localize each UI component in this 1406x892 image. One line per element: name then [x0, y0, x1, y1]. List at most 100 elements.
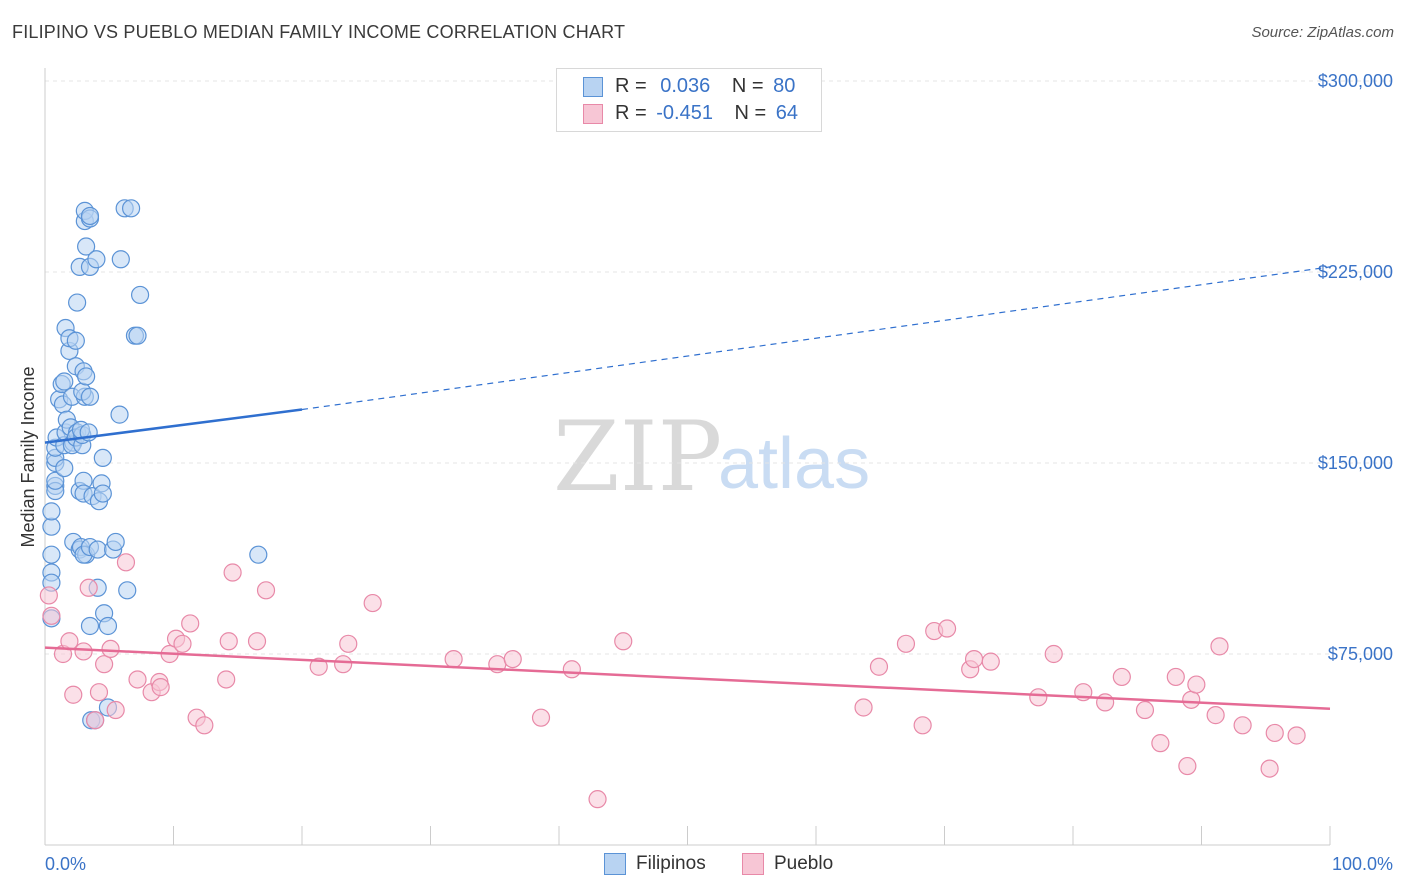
pueblo-point: [363, 593, 382, 613]
filipino-point: [118, 581, 137, 600]
pueblo-point: [562, 660, 581, 679]
pueblo-point: [1178, 756, 1197, 776]
y-tick-label: $300,000: [1318, 71, 1393, 91]
legend-n-label: N =: [731, 75, 764, 97]
pueblo-point: [964, 649, 984, 669]
chart-title: FILIPINO VS PUEBLO MEDIAN FAMILY INCOME …: [12, 22, 626, 42]
filipino-point: [249, 545, 268, 564]
pueblo-point: [896, 634, 916, 653]
y-tick-label: $150,000: [1318, 453, 1393, 473]
filipino-point: [68, 293, 87, 312]
pueblo-point: [854, 698, 873, 717]
filipino-point: [42, 502, 61, 521]
filipino-point: [80, 616, 100, 636]
pueblo-point: [531, 708, 551, 727]
legend-r-label: R =: [615, 102, 647, 124]
pueblo-point: [39, 586, 58, 605]
filipino-point: [42, 545, 61, 564]
filipino-point: [80, 387, 100, 406]
y-tick-label: $225,000: [1318, 262, 1393, 282]
pueblo-point: [1135, 700, 1155, 720]
pueblo-point: [60, 632, 79, 651]
legend-r-value-filipinos: 0.036: [660, 75, 711, 97]
y-tick-label: $75,000: [1328, 644, 1393, 664]
filipino-trend-extension: [301, 266, 1331, 411]
pueblo-point: [74, 642, 93, 661]
legend-n-label: N =: [734, 102, 767, 124]
legend-n-value-pueblo: 64: [775, 102, 799, 124]
pueblo-point: [981, 652, 1000, 671]
pueblo-point: [1187, 675, 1206, 694]
pueblo-point: [79, 578, 98, 597]
x-tick-label-min: 0.0%: [45, 854, 86, 874]
pueblo-point: [86, 711, 105, 730]
filipino-point: [111, 250, 130, 269]
pueblo-point: [173, 634, 192, 653]
filipino-point: [93, 448, 112, 468]
pueblo-point: [116, 553, 136, 572]
legend-swatch-pueblo: [583, 104, 603, 124]
filipino-point: [93, 484, 112, 503]
pueblo-point: [217, 670, 236, 689]
legend-swatch-filipinos: [583, 77, 603, 97]
y-axis-title: Median Family Income: [18, 366, 38, 547]
pueblo-point: [89, 683, 109, 702]
x-tick-label-max: 100.0%: [1332, 854, 1393, 874]
pueblo-point: [247, 632, 267, 651]
source-credit: Source: ZipAtlas.com: [1251, 24, 1394, 41]
filipino-point: [121, 199, 141, 218]
legend-text-filipinos: R = 0.036 N = 80: [615, 75, 795, 98]
bottom-legend-label-filipinos: Filipinos: [636, 853, 706, 874]
legend-n-value-filipinos: 80: [773, 75, 796, 97]
pueblo-point: [128, 670, 147, 689]
bottom-legend-swatch-pueblo: [742, 853, 764, 875]
pueblo-point: [195, 716, 214, 735]
pueblo-point: [95, 655, 114, 674]
pueblo-point: [309, 657, 328, 676]
filipino-point: [130, 285, 150, 305]
filipino-point: [98, 616, 118, 636]
pueblo-point: [913, 716, 932, 735]
series-pueblo: [39, 553, 1306, 809]
pueblo-point: [223, 563, 242, 582]
pueblo-point: [1182, 690, 1201, 709]
pueblo-point: [64, 685, 83, 704]
pueblo-point: [219, 632, 238, 651]
filipino-point: [110, 405, 129, 424]
correlation-legend: R = 0.036 N = 80 R = -0.451 N = 64: [556, 68, 822, 132]
pueblo-point: [181, 614, 200, 633]
legend-text-pueblo: R = -0.451 N = 64: [615, 102, 798, 125]
pueblo-point: [339, 634, 358, 653]
pueblo-point: [101, 639, 120, 659]
bottom-legend-label-pueblo: Pueblo: [774, 853, 834, 874]
pueblo-point: [1287, 726, 1306, 745]
filipino-point: [66, 331, 85, 350]
filipino-point: [80, 206, 100, 226]
filipino-point: [106, 532, 125, 552]
pueblo-point: [1112, 667, 1131, 687]
filipino-point: [77, 237, 96, 256]
pueblo-point: [1206, 706, 1225, 725]
pueblo-point: [614, 632, 633, 651]
filipino-point: [87, 250, 106, 269]
pueblo-point: [1166, 667, 1185, 687]
pueblo-point: [1029, 688, 1048, 707]
pueblo-point: [256, 581, 276, 600]
filipino-point: [55, 372, 74, 391]
bottom-legend-swatch-filipinos: [604, 853, 626, 875]
pueblo-point: [1210, 637, 1229, 656]
filipino-point: [128, 326, 147, 345]
filipino-point: [42, 517, 61, 536]
pueblo-point: [1233, 716, 1252, 735]
pueblo-point: [1044, 644, 1063, 664]
filipino-point: [55, 458, 74, 478]
pueblo-point: [1096, 693, 1115, 712]
filipino-trend-line: [44, 408, 303, 444]
pueblo-point: [1265, 723, 1284, 743]
pueblo-point: [588, 790, 607, 809]
pueblo-point: [334, 655, 353, 674]
legend-r-label: R =: [615, 75, 647, 97]
pueblo-point: [151, 678, 170, 697]
pueblo-point: [503, 649, 522, 669]
